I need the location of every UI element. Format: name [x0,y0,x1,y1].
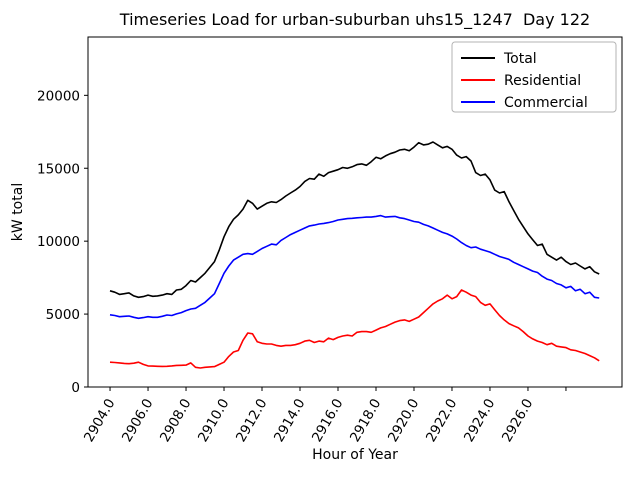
x-tick-label: 2924.0 [461,396,498,445]
y-tick-label: 20000 [37,88,80,104]
x-tick-label: 2914.0 [271,396,308,445]
y-tick-label: 5000 [46,307,80,323]
series-line-residential [109,289,600,369]
x-tick-label: 2908.0 [157,396,194,445]
x-tick-label: 2922.0 [423,396,460,445]
chart-title: Timeseries Load for urban-suburban uhs15… [119,10,590,30]
legend-label: Total [503,51,537,67]
y-tick-label: 0 [71,380,80,396]
x-tick-label: 2912.0 [233,396,270,445]
y-tick-label: 15000 [37,161,80,177]
legend-box [451,41,617,113]
y-axis-label: kW total [10,183,26,241]
axes-spines [87,36,623,388]
legend-label: Residential [504,73,581,89]
x-tick-label: 2926.0 [499,396,536,445]
series-line-commercial [109,214,600,320]
x-tick-label: 2906.0 [119,396,156,445]
legend: Total Residential Commercial [451,41,617,113]
y-tick-label: 10000 [37,234,80,250]
x-tick-label: 2920.0 [385,396,422,445]
x-tick-label: 2918.0 [347,396,384,445]
x-tick-label: 2904.0 [81,396,118,445]
x-axis-label: Hour of Year [312,447,398,463]
x-tick-label: 2910.0 [195,396,232,445]
x-tick-label: 2916.0 [309,396,346,445]
series-line-total [109,141,600,299]
legend-label: Commercial [504,95,588,111]
